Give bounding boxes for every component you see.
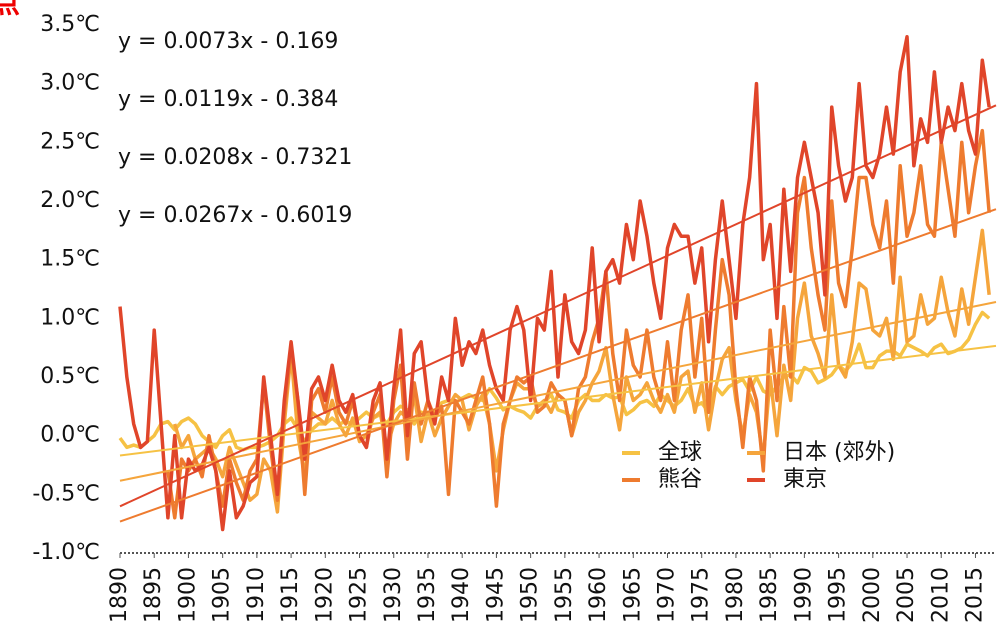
x-tick-label: 1910 <box>244 567 269 623</box>
trend-line <box>119 208 997 523</box>
y-tick-label: -0.5℃ <box>32 481 100 506</box>
x-tick-label: 2015 <box>962 567 987 623</box>
y-tick-label: 2.5℃ <box>40 129 100 154</box>
x-tick-label: 1940 <box>449 567 474 623</box>
y-tick-label: 1.0℃ <box>40 305 100 330</box>
trend-equation: y = 0.0119x - 0.384 <box>118 87 338 112</box>
x-tick-label: 1975 <box>689 567 714 623</box>
y-tick-label: 3.5℃ <box>40 12 100 37</box>
x-tick-label: 1990 <box>791 567 816 623</box>
x-tick-label: 1935 <box>415 567 440 623</box>
x-tick-label: 2000 <box>860 567 885 623</box>
y-tick-label: 1.5℃ <box>40 247 100 272</box>
x-tick-label: 1930 <box>381 567 406 623</box>
legend-label: 全球 <box>658 440 702 465</box>
x-tick-label: 1950 <box>518 567 543 623</box>
legend-label: 日本 (郊外) <box>783 440 895 465</box>
x-tick-label: 1890 <box>107 567 132 623</box>
series-line <box>173 228 991 514</box>
x-tick-label: 1980 <box>723 567 748 623</box>
x-tick-label: 2005 <box>894 567 919 623</box>
x-tick-label: 1895 <box>141 567 166 623</box>
x-tick-label: 1985 <box>757 567 782 623</box>
series-line <box>166 128 991 520</box>
series-line <box>118 34 991 532</box>
x-tick-label: 1965 <box>620 567 645 623</box>
x-tick-label: 1960 <box>586 567 611 623</box>
x-tick-label: 1900 <box>175 567 200 623</box>
x-tick-label: 2010 <box>928 567 953 623</box>
x-tick-label: 1925 <box>347 567 372 623</box>
x-tick-label: 1905 <box>210 567 235 623</box>
trend-line <box>119 344 997 457</box>
x-tick-label: 1995 <box>826 567 851 623</box>
x-tick-label: 1915 <box>278 567 303 623</box>
legend-label: 熊谷 <box>658 467 702 492</box>
x-tick-label: 1955 <box>552 567 577 623</box>
trend-equation: y = 0.0267x - 0.6019 <box>118 203 352 228</box>
y-tick-label: -1.0℃ <box>32 540 100 565</box>
x-tick-label: 1970 <box>655 567 680 623</box>
y-tick-label: 3.0℃ <box>40 71 100 96</box>
trend-line <box>119 104 997 508</box>
y-tick-label: 2.0℃ <box>40 188 100 213</box>
x-tick-label: 1945 <box>483 567 508 623</box>
legend-label: 東京 <box>783 467 827 492</box>
trend-line <box>119 301 997 482</box>
y-tick-label: 0.0℃ <box>40 423 100 448</box>
chart-title: 点 <box>0 0 20 21</box>
x-tick-label: 1920 <box>312 567 337 623</box>
trend-equation: y = 0.0073x - 0.169 <box>118 29 338 54</box>
trend-equation: y = 0.0208x - 0.7321 <box>118 145 352 170</box>
y-tick-label: 0.5℃ <box>40 364 100 389</box>
